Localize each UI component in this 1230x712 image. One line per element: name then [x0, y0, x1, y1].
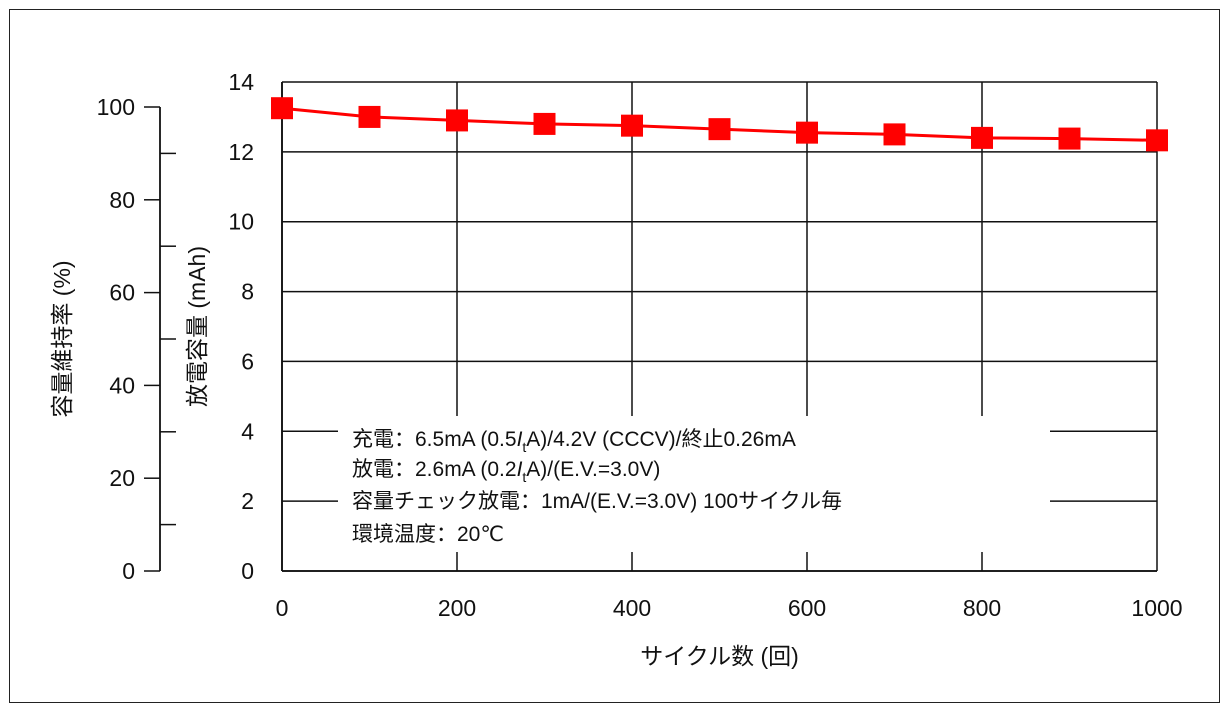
capacity-tick-label: 4 [241, 418, 254, 444]
data-point-marker [883, 123, 906, 146]
retention-tick-label: 40 [109, 372, 135, 398]
data-point-marker [708, 118, 731, 141]
retention-tick-label: 60 [109, 280, 135, 306]
x-tick-label: 600 [788, 595, 826, 621]
annotation-line-3: 容量チェック放電：1mA/(E.V.=3.0V) 100サイクル毎 [352, 490, 842, 513]
x-tick-label: 400 [613, 595, 651, 621]
annotation: 充電：6.5mA (0.5ItA)/4.2V (CCCV)/終止0.26mA 放… [338, 416, 1050, 552]
annotation-line-1: 充電：6.5mA (0.5ItA)/4.2V (CCCV)/終止0.26mA [352, 428, 796, 455]
capacity-tick-label: 10 [228, 209, 254, 235]
series-layer [271, 97, 1168, 152]
data-point-marker [621, 114, 643, 137]
y-axis-label-right: 放電容量 (mAh) [184, 246, 210, 407]
data-point-marker [971, 126, 993, 149]
capacity-tick-label: 6 [241, 348, 254, 374]
retention-tick-label: 80 [109, 187, 135, 213]
axes [144, 82, 1157, 572]
x-tick-label: 200 [438, 595, 476, 621]
data-point-marker [271, 97, 293, 120]
data-point-marker [796, 121, 818, 144]
annotation-line-2: 放電：2.6mA (0.2ItA)/(E.V.=3.0V) [352, 458, 660, 485]
data-point-marker [533, 112, 556, 135]
retention-tick-label: 20 [109, 465, 135, 491]
data-point-marker [358, 105, 381, 128]
x-tick-label: 1000 [1131, 595, 1182, 621]
capacity-tick-label: 14 [228, 69, 254, 95]
retention-tick-label: 0 [122, 558, 135, 584]
x-tick-label: 0 [276, 595, 289, 621]
data-point-marker [446, 109, 468, 132]
capacity-tick-label: 12 [228, 139, 254, 165]
annotation-background [338, 416, 1050, 552]
capacity-tick-label: 2 [241, 488, 254, 514]
x-axis-label: サイクル数 (回) [640, 643, 799, 669]
y-axis-label-left: 容量維持率 (%) [49, 260, 75, 417]
data-point-marker [1058, 127, 1081, 150]
capacity-tick-label: 8 [241, 279, 254, 305]
retention-tick-label: 100 [97, 94, 135, 120]
annotation-line-4: 環境温度：20℃ [352, 523, 504, 546]
data-point-marker [1146, 129, 1168, 152]
x-tick-label: 800 [963, 595, 1001, 621]
capacity-tick-label: 0 [241, 558, 254, 584]
